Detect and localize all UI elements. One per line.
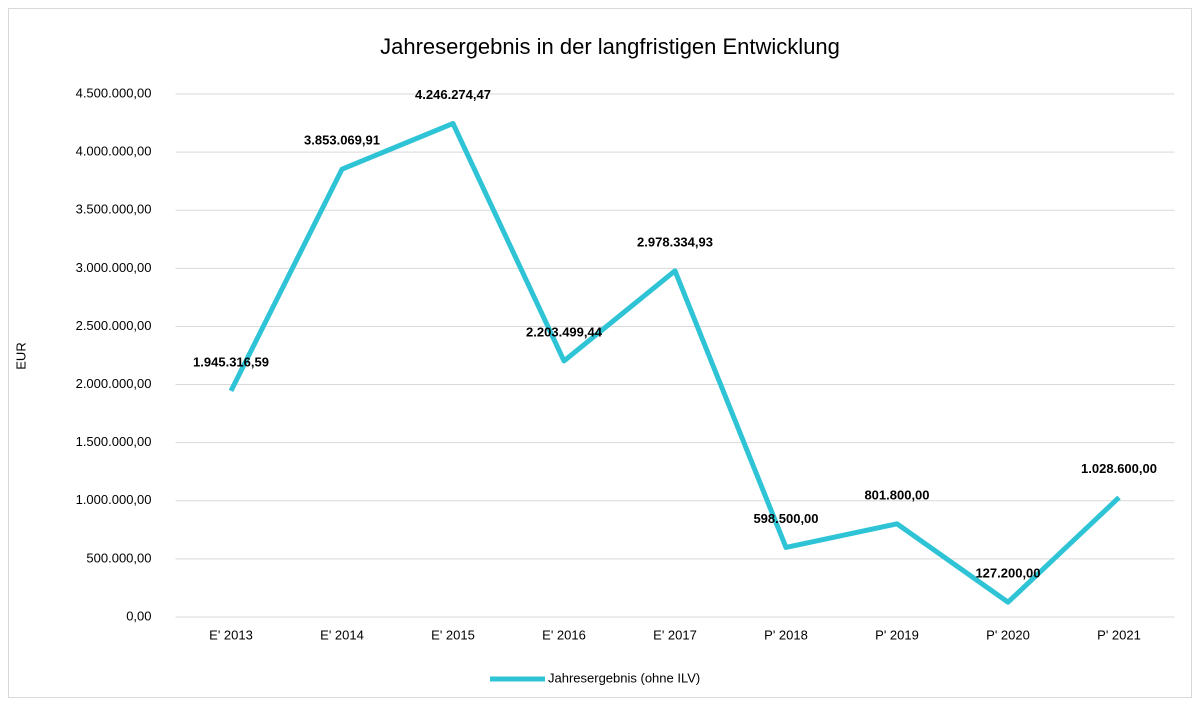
x-tick-label: E' 2013	[209, 627, 253, 642]
chart-title: Jahresergebnis in der langfristigen Entw…	[380, 34, 840, 59]
x-tick-label: P' 2019	[875, 627, 919, 642]
y-tick-label: 3.000.000,00	[76, 260, 152, 275]
x-tick-label: P' 2018	[764, 627, 808, 642]
legend-label: Jahresergebnis (ohne ILV)	[548, 670, 700, 685]
x-tick-label: E' 2014	[320, 627, 364, 642]
y-tick-label: 2.500.000,00	[76, 318, 152, 333]
data-label: 127.200,00	[975, 566, 1040, 581]
data-label: 4.246.274,47	[415, 87, 491, 102]
y-tick-label: 0,00	[126, 608, 151, 623]
x-tick-label: E' 2015	[431, 627, 475, 642]
data-line	[228, 120, 1121, 605]
y-tick-label: 1.000.000,00	[76, 492, 152, 507]
y-tick-label: 4.500.000,00	[76, 85, 152, 100]
data-label: 1.945.316,59	[193, 354, 269, 369]
data-label: 598.500,00	[753, 511, 818, 526]
y-tick-label: 1.500.000,00	[76, 434, 152, 449]
y-axis-label: EUR	[13, 342, 28, 369]
data-label: 3.853.069,91	[304, 133, 380, 148]
x-tick-label: P' 2020	[986, 627, 1030, 642]
y-tick-label: 4.000.000,00	[76, 144, 152, 159]
y-tick-label: 3.500.000,00	[76, 202, 152, 217]
y-tick-label: 500.000,00	[86, 550, 151, 565]
x-tick-label: E' 2017	[653, 627, 697, 642]
data-label: 2.203.499,44	[526, 324, 603, 339]
x-tick-label: P' 2021	[1097, 627, 1141, 642]
data-label: 1.028.600,00	[1081, 461, 1157, 476]
data-label: 2.978.334,93	[637, 234, 713, 249]
chart-frame	[8, 8, 1192, 698]
x-tick-label: E' 2016	[542, 627, 586, 642]
y-tick-label: 2.000.000,00	[76, 376, 152, 391]
data-label: 801.800,00	[864, 487, 929, 502]
